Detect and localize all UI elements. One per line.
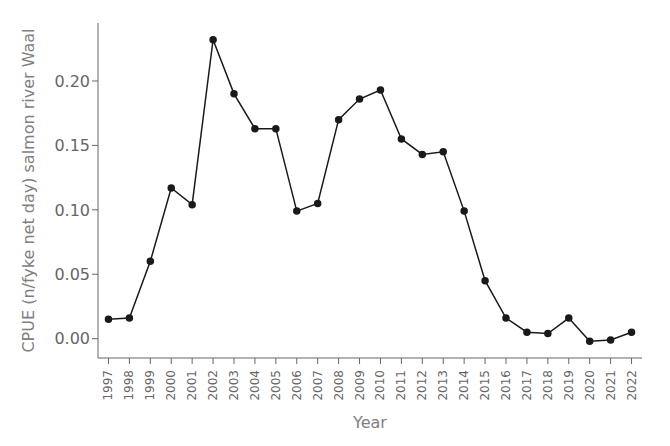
svg-text:0.00: 0.00 [54, 329, 90, 348]
svg-text:2013: 2013 [436, 370, 450, 401]
svg-text:2019: 2019 [562, 370, 576, 401]
svg-text:2001: 2001 [185, 370, 199, 401]
svg-text:2022: 2022 [625, 370, 639, 401]
svg-text:2006: 2006 [290, 370, 304, 401]
svg-text:2010: 2010 [373, 370, 387, 401]
svg-text:0.10: 0.10 [54, 201, 90, 220]
svg-text:0.05: 0.05 [54, 265, 90, 284]
svg-text:2005: 2005 [269, 370, 283, 401]
svg-text:2017: 2017 [520, 370, 534, 401]
svg-text:2002: 2002 [206, 370, 220, 401]
svg-text:2008: 2008 [332, 370, 346, 401]
svg-text:2016: 2016 [499, 370, 513, 401]
svg-text:2018: 2018 [541, 370, 555, 401]
svg-text:2004: 2004 [248, 370, 262, 401]
svg-text:Year: Year [352, 413, 387, 432]
svg-text:CPUE (n/fyke net day) salmon r: CPUE (n/fyke net day) salmon river Waal [19, 28, 38, 352]
svg-text:2007: 2007 [311, 370, 325, 401]
svg-text:0.15: 0.15 [54, 136, 90, 155]
svg-text:2021: 2021 [604, 370, 618, 401]
svg-text:2015: 2015 [478, 370, 492, 401]
svg-text:1998: 1998 [122, 370, 136, 401]
svg-text:2011: 2011 [394, 370, 408, 401]
svg-text:2000: 2000 [164, 370, 178, 401]
svg-text:2003: 2003 [227, 370, 241, 401]
svg-text:2020: 2020 [583, 370, 597, 401]
svg-text:2012: 2012 [415, 370, 429, 401]
svg-text:1999: 1999 [143, 370, 157, 401]
svg-text:2014: 2014 [457, 370, 471, 401]
svg-text:1997: 1997 [101, 370, 115, 401]
svg-text:2009: 2009 [353, 370, 367, 401]
svg-text:0.20: 0.20 [54, 72, 90, 91]
